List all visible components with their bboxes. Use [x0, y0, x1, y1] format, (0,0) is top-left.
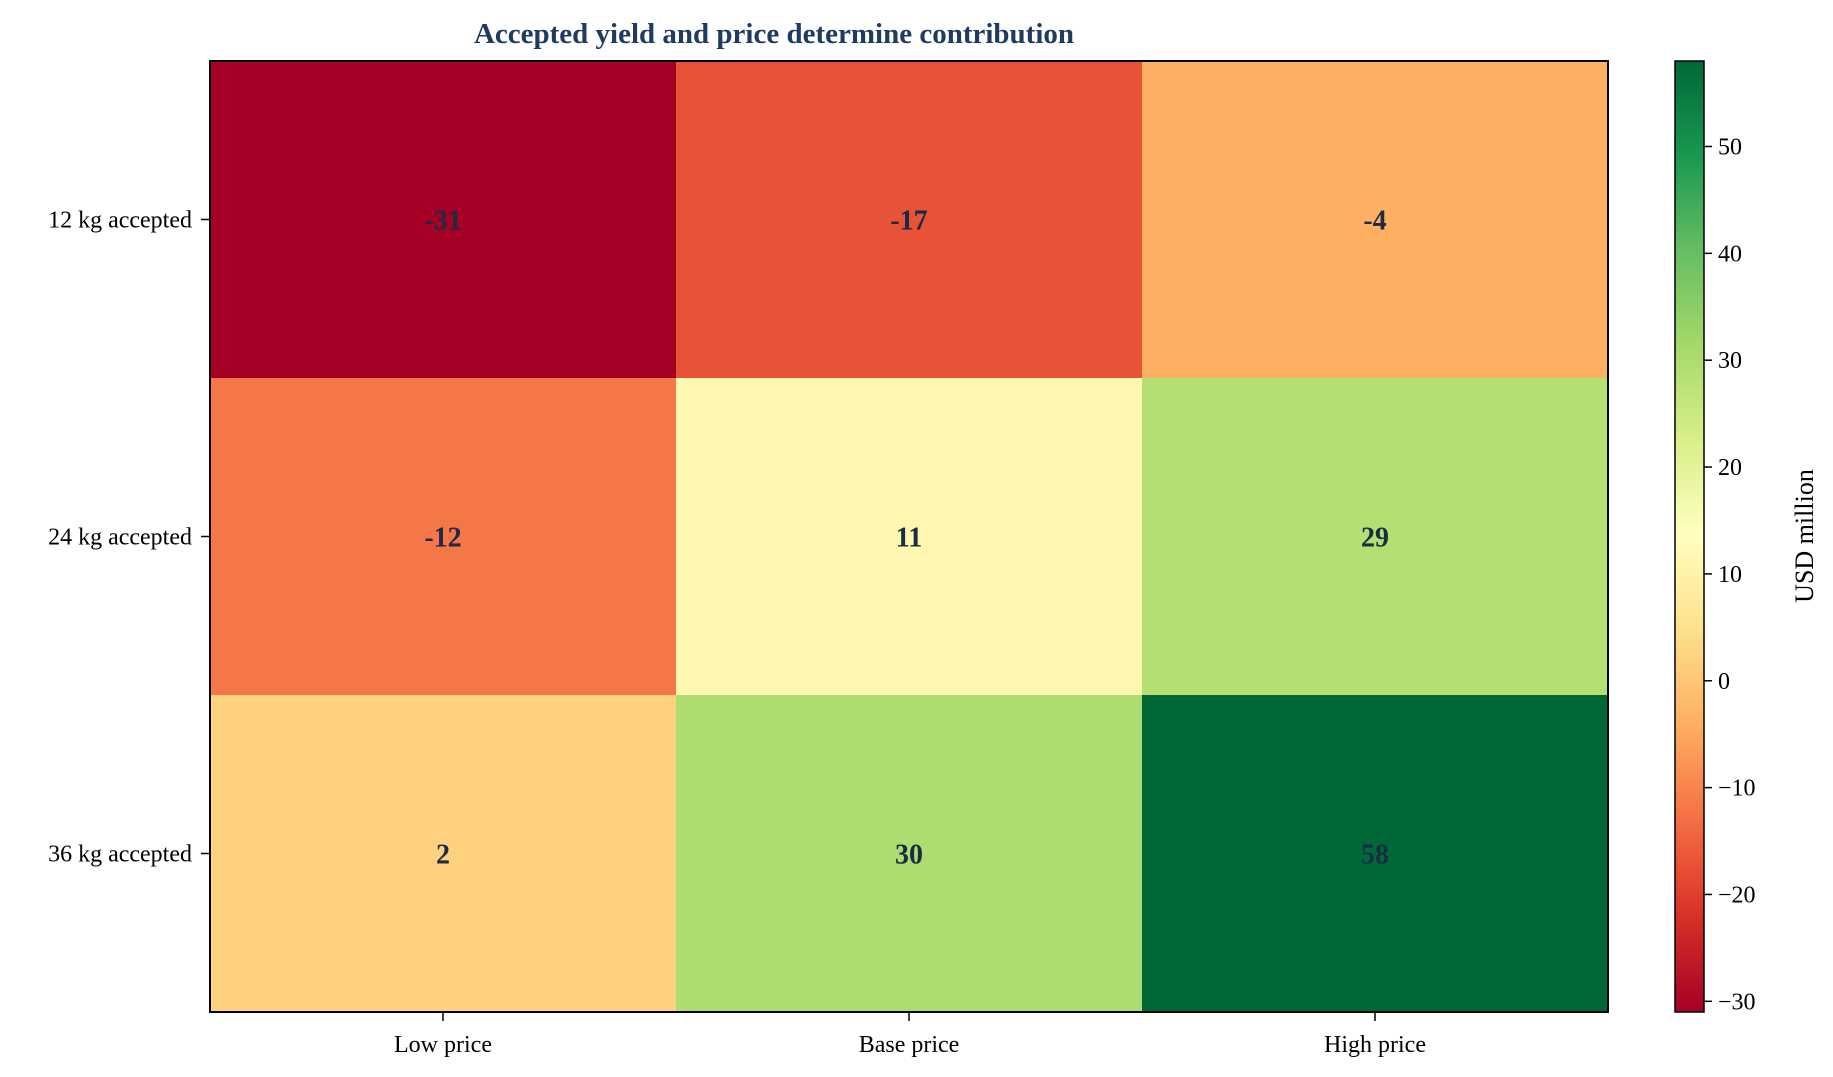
colorbar-tick-label: −20	[1718, 882, 1756, 908]
heatmap-cells	[210, 61, 1609, 1013]
heatmap-cell	[676, 695, 1143, 1013]
cell-value-label: 30	[895, 840, 923, 871]
colorbar-tick-label: 30	[1718, 348, 1742, 374]
cell-value-label: -17	[890, 206, 927, 237]
colorbar-tick-label: −30	[1718, 989, 1756, 1015]
heatmap-cell	[1142, 695, 1609, 1013]
y-tick-label: 36 kg accepted	[48, 842, 192, 868]
cell-value-label: 11	[896, 523, 922, 554]
cell-value-label: 58	[1361, 840, 1389, 871]
heatmap-cell	[210, 61, 677, 379]
heatmap-cell-labels: -31 -17 -4 -12 11 29 2 30 58	[424, 206, 1389, 871]
colorbar-label: USD million	[1790, 469, 1819, 603]
colorbar-tick-label: 40	[1718, 241, 1742, 267]
heatmap-cell	[1142, 61, 1609, 379]
colorbar-tick-label: 0	[1718, 669, 1730, 695]
chart-title: Accepted yield and price determine contr…	[474, 18, 1074, 50]
cell-value-label: 29	[1361, 523, 1389, 554]
y-tick-label: 12 kg accepted	[48, 208, 192, 234]
y-tick-label: 24 kg accepted	[48, 525, 192, 551]
heatmap-cell	[676, 378, 1143, 696]
cell-value-label: -31	[424, 206, 461, 237]
heatmap-cell	[676, 61, 1143, 379]
heatmap-cell	[210, 378, 677, 696]
cell-value-label: -4	[1363, 206, 1386, 237]
x-tick-label: Low price	[394, 1032, 492, 1058]
colorbar-ticks: −30 −20 −10 0 10 20 30 40 50	[1704, 134, 1756, 1015]
y-axis: 12 kg accepted 24 kg accepted 36 kg accept…	[48, 208, 210, 868]
colorbar-tick-label: 20	[1718, 455, 1742, 481]
colorbar-tick-label: 50	[1718, 134, 1742, 160]
colorbar-tick-label: 10	[1718, 562, 1742, 588]
colorbar	[1674, 60, 1705, 1013]
cell-value-label: 2	[436, 840, 450, 871]
cell-value-label: -12	[424, 523, 461, 554]
x-tick-label: Base price	[859, 1032, 960, 1058]
x-axis: Low price Base price High price	[394, 1012, 1426, 1058]
colorbar-tick-label: −10	[1718, 776, 1756, 802]
x-tick-label: High price	[1324, 1032, 1426, 1058]
heatmap-cell	[1142, 378, 1609, 696]
heatmap-cell	[210, 695, 677, 1013]
